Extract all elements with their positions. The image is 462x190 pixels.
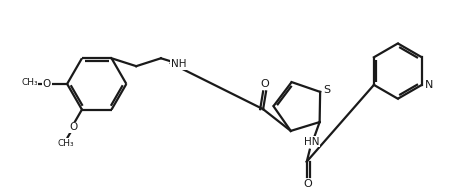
Text: HN: HN <box>304 137 320 147</box>
Text: O: O <box>69 122 78 132</box>
Text: NH: NH <box>171 59 187 69</box>
Text: N: N <box>425 80 433 90</box>
Text: O: O <box>43 79 51 89</box>
Text: CH₃: CH₃ <box>57 139 74 148</box>
Text: O: O <box>304 179 312 189</box>
Text: O: O <box>261 79 269 89</box>
Text: CH₃: CH₃ <box>21 78 38 87</box>
Text: S: S <box>323 85 331 95</box>
